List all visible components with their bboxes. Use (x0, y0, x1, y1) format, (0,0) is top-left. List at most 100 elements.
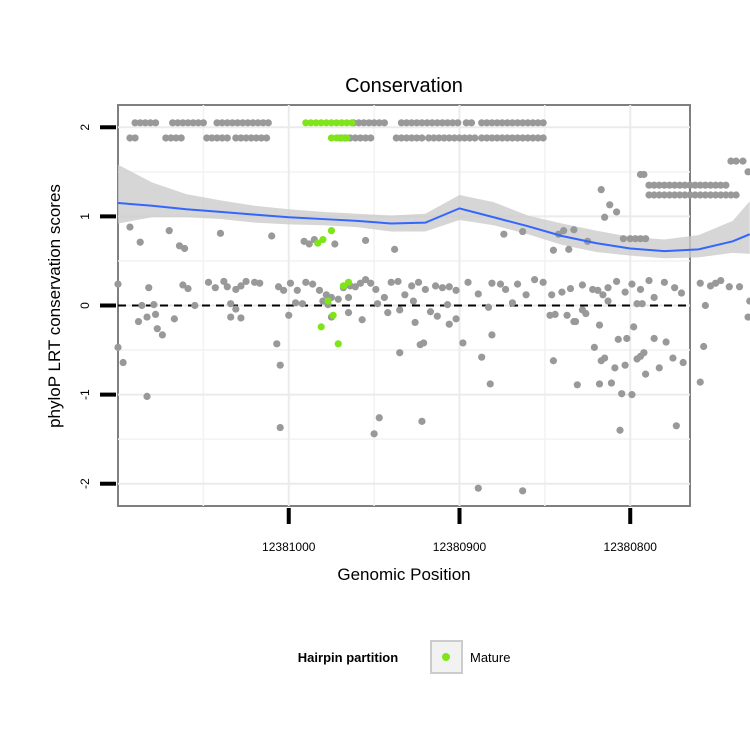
other-point (158, 331, 166, 339)
other-point (725, 283, 733, 291)
other-point (114, 343, 122, 351)
other-point (449, 119, 457, 127)
other-point (136, 238, 144, 246)
other-point (727, 191, 735, 199)
other-point (572, 317, 580, 326)
mature-point (339, 282, 347, 290)
mature-point (334, 340, 342, 348)
other-point (237, 314, 245, 322)
other-point (488, 331, 496, 339)
other-point (686, 181, 694, 189)
other-point (471, 134, 479, 142)
other-point (599, 291, 607, 299)
other-point (452, 286, 460, 294)
legend: Hairpin partition Mature (298, 640, 510, 674)
other-point (483, 134, 491, 142)
other-point (199, 119, 207, 127)
mature-point (319, 235, 327, 244)
other-point (508, 299, 517, 307)
x-tick-label: 12380800 (604, 540, 658, 554)
other-point (396, 349, 404, 357)
other-point (223, 119, 231, 127)
other-point (151, 119, 160, 127)
other-point (744, 168, 750, 176)
other-point (621, 288, 629, 296)
other-point (249, 119, 257, 127)
other-point (626, 235, 634, 243)
other-point (614, 335, 622, 343)
other-point (445, 320, 453, 328)
other-point (662, 338, 670, 346)
other-point (397, 134, 406, 142)
other-point (669, 354, 677, 362)
other-point (493, 119, 501, 127)
other-point (443, 301, 452, 309)
other-point (445, 283, 453, 291)
other-point (356, 134, 365, 142)
x-axis-title: Genomic Position (337, 565, 470, 584)
other-point (431, 282, 440, 290)
other-point (722, 181, 730, 189)
other-point (153, 325, 161, 333)
other-point (636, 235, 645, 243)
other-point (361, 134, 370, 142)
confidence-ribbon (118, 164, 750, 259)
other-point (146, 119, 155, 127)
other-point (414, 278, 423, 286)
other-point (370, 430, 378, 438)
other-point (194, 119, 202, 127)
other-point (239, 119, 247, 127)
other-point (466, 134, 474, 142)
other-point (360, 119, 368, 127)
other-point (529, 134, 537, 142)
other-point (665, 191, 674, 199)
other-point (237, 134, 245, 142)
legend-key-box (430, 640, 463, 674)
other-point (496, 280, 505, 288)
other-point (601, 213, 609, 221)
other-point (732, 157, 740, 165)
legend-label-mature: Mature (470, 650, 510, 665)
other-point (344, 309, 353, 317)
other-point (671, 284, 679, 292)
y-tick-label: 1 (78, 213, 92, 220)
other-point (408, 134, 416, 142)
other-point (701, 301, 709, 310)
other-point (672, 422, 680, 430)
mature-point (317, 323, 325, 331)
other-point (165, 227, 173, 235)
other-point (539, 119, 547, 127)
mature-point (344, 278, 353, 286)
data-points (114, 119, 750, 495)
axes: -2 -1 0 1 2 12381000 12380900 12380800 (78, 124, 657, 554)
other-point (257, 134, 266, 142)
other-point (595, 380, 604, 388)
other-point (227, 313, 235, 321)
mature-point (312, 119, 320, 127)
mature-point (302, 119, 310, 127)
mature-point (317, 119, 325, 127)
mature-point (327, 119, 336, 127)
other-point (242, 277, 250, 286)
other-point (223, 283, 231, 291)
other-point (727, 157, 735, 165)
other-point (244, 119, 252, 127)
other-point (433, 119, 441, 127)
other-point (519, 119, 527, 127)
other-point (418, 417, 426, 425)
other-point (686, 191, 694, 199)
legend-title: Hairpin partition (298, 650, 398, 665)
other-point (732, 191, 740, 199)
other-point (478, 119, 486, 127)
other-point (650, 293, 658, 302)
other-point (418, 119, 426, 127)
other-point (744, 313, 750, 321)
other-point (298, 300, 307, 308)
other-point (513, 280, 522, 288)
mature-point (327, 134, 336, 142)
other-point (440, 134, 448, 142)
other-point (474, 290, 482, 298)
other-point (408, 282, 416, 290)
other-point (655, 181, 663, 189)
other-point (203, 134, 211, 142)
